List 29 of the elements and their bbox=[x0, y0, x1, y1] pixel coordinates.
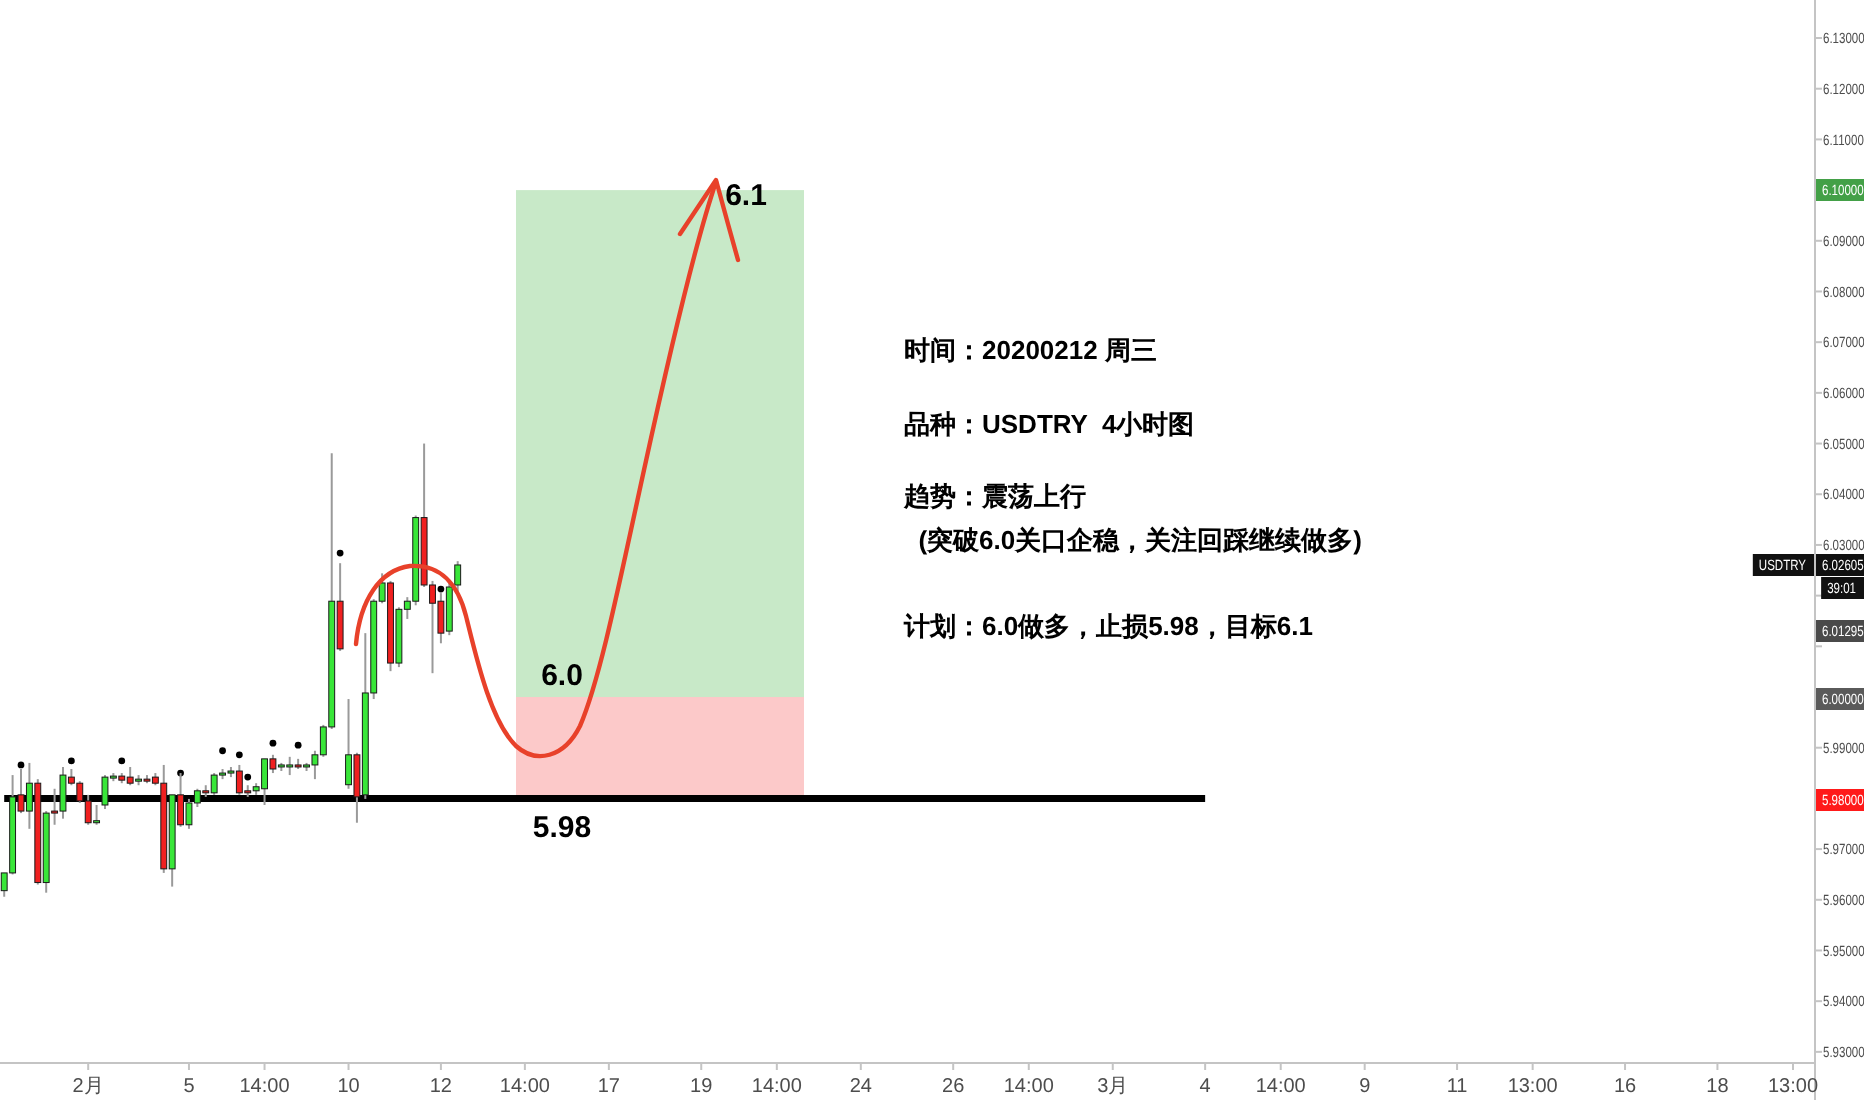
x-tick-label: 19 bbox=[690, 1076, 713, 1098]
x-tick-label: 17 bbox=[597, 1076, 620, 1098]
level-label: 6.0 bbox=[541, 659, 583, 693]
x-tick-label: 24 bbox=[849, 1076, 872, 1098]
x-tick-label: 13:00 bbox=[1767, 1076, 1819, 1098]
level-label: 6.1 bbox=[725, 179, 767, 213]
x-tick-label: 12 bbox=[429, 1076, 453, 1098]
x-tick-label: 5 bbox=[183, 1076, 195, 1098]
x-tick-label: 11 bbox=[1446, 1076, 1468, 1098]
x-tick-label: 3月 bbox=[1097, 1076, 1129, 1098]
x-tick-label: 18 bbox=[1706, 1076, 1729, 1098]
x-tick-label: 9 bbox=[1359, 1076, 1371, 1098]
x-tick-label: 16 bbox=[1613, 1076, 1637, 1098]
x-tick-label: 26 bbox=[942, 1076, 965, 1098]
note: 品种：USDTRY 4小时图 bbox=[904, 409, 1195, 439]
note: 计划：6.0做多，止损5.98，目标6.1 bbox=[904, 611, 1313, 641]
level-label: 5.98 bbox=[532, 811, 592, 845]
x-tick-label: 13:00 bbox=[1507, 1076, 1558, 1098]
x-tick-label: 14:00 bbox=[1003, 1076, 1054, 1098]
x-tick-label: 14:00 bbox=[239, 1076, 290, 1098]
note: 趋势：震荡上行 bbox=[904, 481, 1086, 511]
x-tick-label: 10 bbox=[337, 1076, 360, 1098]
note: (突破6.0关口企稳，关注回踩继续做多) bbox=[918, 525, 1362, 555]
x-tick-label: 14:00 bbox=[499, 1076, 550, 1098]
x-tick-label: 4 bbox=[1199, 1076, 1211, 1098]
note: 时间：20200212 周三 bbox=[904, 335, 1157, 365]
x-tick-label: 14:00 bbox=[1255, 1076, 1306, 1098]
x-tick-label: 14:00 bbox=[751, 1076, 802, 1098]
x-tick-label: 2月 bbox=[72, 1076, 104, 1098]
